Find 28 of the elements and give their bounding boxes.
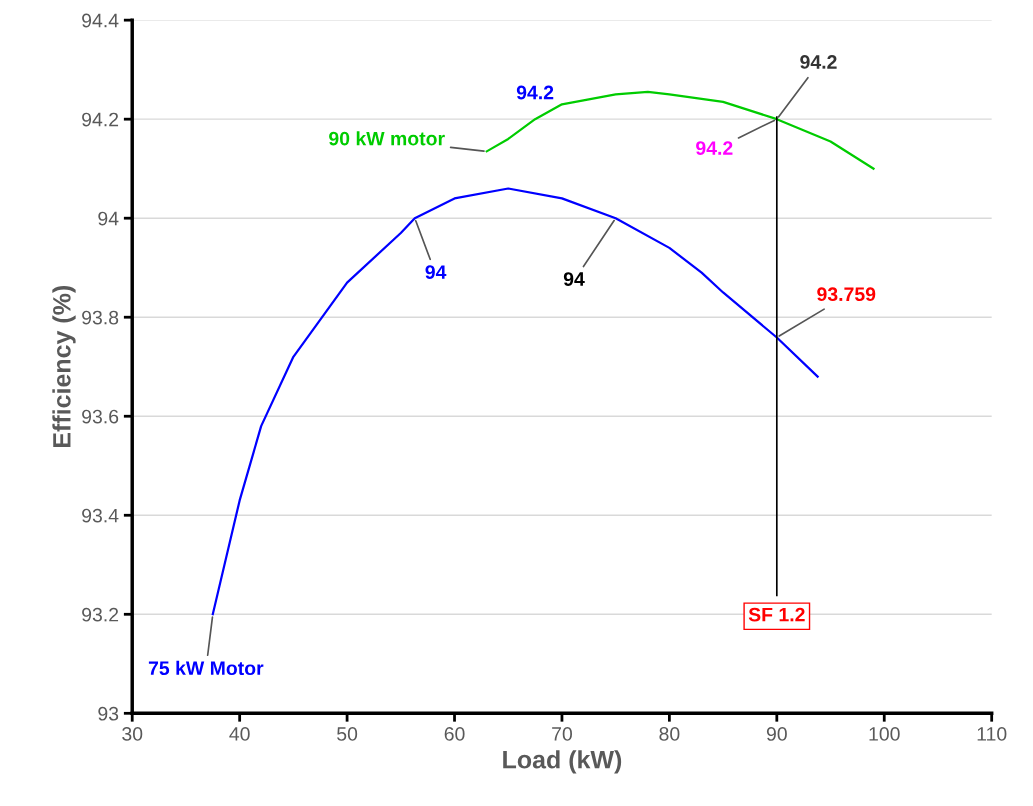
annotation: 94 — [425, 265, 447, 279]
annotation: 94.2 — [696, 141, 733, 155]
y-tick-label: 94.4 — [82, 13, 119, 28]
x-tick-label: 90 — [766, 727, 787, 741]
y-tick-label: 94 — [98, 211, 119, 226]
annotation: 94.2 — [516, 85, 554, 100]
x-axis-title: Load (kW) — [503, 750, 622, 774]
x-tick-label: 100 — [869, 727, 900, 741]
text: 90 kW motor — [329, 131, 445, 146]
x-tick-label: 60 — [444, 727, 465, 741]
x-tick-label: 50 — [337, 727, 358, 741]
y-tick-label: 93.4 — [82, 508, 119, 523]
ref-line-label: SF 1.2 — [748, 607, 805, 622]
y-tick-label: 94.2 — [82, 112, 119, 127]
annotation: 94 — [563, 272, 585, 286]
text: 75 kW Motor — [148, 660, 264, 676]
y-tick-label: 93.8 — [82, 310, 119, 325]
y-tick-label: 93.6 — [82, 409, 119, 424]
x-tick-label: 70 — [552, 727, 573, 741]
x-tick-label: 110 — [977, 727, 1007, 741]
y-tick-label: 93 — [98, 706, 119, 721]
y-tick-label: 93.2 — [82, 607, 119, 622]
x-tick-label: 80 — [659, 727, 680, 741]
x-tick-label: 30 — [122, 727, 143, 741]
annotation: 93.759 — [817, 287, 876, 302]
x-tick-label: 40 — [229, 727, 250, 741]
annotation: 94.2 — [800, 55, 837, 69]
y-axis-title: Efficiency (%) — [52, 286, 76, 448]
